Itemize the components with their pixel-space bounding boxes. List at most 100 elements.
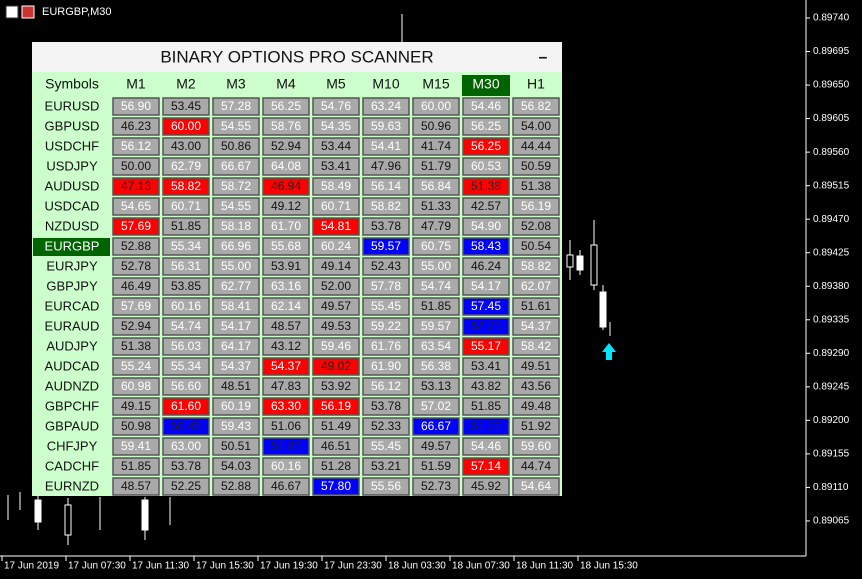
cell[interactable]	[512, 137, 560, 156]
cell[interactable]	[162, 337, 210, 356]
cell[interactable]	[162, 257, 210, 276]
cell[interactable]	[512, 157, 560, 176]
symbol-label[interactable]: USDJPY	[46, 158, 98, 173]
cell[interactable]	[512, 477, 560, 496]
symbol-label[interactable]: GBPAUD	[45, 418, 99, 433]
cell[interactable]	[162, 157, 210, 176]
cell[interactable]	[162, 437, 210, 456]
cell[interactable]	[362, 117, 410, 136]
cell[interactable]	[262, 157, 310, 176]
cell[interactable]	[262, 257, 310, 276]
timeframe-header[interactable]: M2	[176, 76, 196, 92]
symbol-label[interactable]: EURJPY	[46, 258, 98, 273]
cell[interactable]	[212, 397, 260, 416]
cell[interactable]	[462, 397, 510, 416]
cell[interactable]	[262, 217, 310, 236]
cell[interactable]	[212, 357, 260, 376]
symbol-label[interactable]: USDCAD	[45, 198, 100, 213]
cell[interactable]	[112, 337, 160, 356]
cell[interactable]	[212, 117, 260, 136]
cell[interactable]	[112, 317, 160, 336]
cell[interactable]	[312, 117, 360, 136]
cell[interactable]	[262, 97, 310, 116]
cell[interactable]	[162, 177, 210, 196]
cell[interactable]	[362, 317, 410, 336]
cell[interactable]	[212, 337, 260, 356]
cell[interactable]	[312, 197, 360, 216]
cell[interactable]	[412, 137, 460, 156]
cell[interactable]	[412, 437, 460, 456]
cell[interactable]	[462, 177, 510, 196]
cell[interactable]	[262, 437, 310, 456]
cell[interactable]	[162, 217, 210, 236]
cell[interactable]	[262, 277, 310, 296]
cell[interactable]	[312, 277, 360, 296]
cell[interactable]	[412, 257, 460, 276]
cell[interactable]	[112, 117, 160, 136]
cell[interactable]	[512, 377, 560, 396]
cell[interactable]	[512, 317, 560, 336]
symbol-label[interactable]: AUDCAD	[45, 358, 100, 373]
cell[interactable]	[512, 197, 560, 216]
cell[interactable]	[262, 357, 310, 376]
cell[interactable]	[112, 357, 160, 376]
cell[interactable]	[212, 237, 260, 256]
cell[interactable]	[162, 197, 210, 216]
symbol-label[interactable]: EURCAD	[45, 298, 100, 313]
cell[interactable]	[112, 197, 160, 216]
cell[interactable]	[312, 217, 360, 236]
cell[interactable]	[362, 137, 410, 156]
cell[interactable]	[112, 157, 160, 176]
symbol-label[interactable]: CHFJPY	[47, 438, 98, 453]
cell[interactable]	[162, 377, 210, 396]
cell[interactable]	[212, 257, 260, 276]
cell[interactable]	[462, 97, 510, 116]
cell[interactable]	[362, 97, 410, 116]
cell[interactable]	[112, 277, 160, 296]
cell[interactable]	[262, 377, 310, 396]
minimize-button[interactable]: –	[539, 49, 548, 66]
cell[interactable]	[212, 97, 260, 116]
cell[interactable]	[162, 117, 210, 136]
symbol-label[interactable]: AUDNZD	[45, 378, 99, 393]
timeframe-header[interactable]: M15	[422, 76, 449, 92]
cell[interactable]	[162, 457, 210, 476]
cell[interactable]	[362, 157, 410, 176]
cell[interactable]	[412, 217, 460, 236]
cell[interactable]	[412, 477, 460, 496]
cell[interactable]	[512, 457, 560, 476]
symbol-label[interactable]: EURAUD	[45, 318, 100, 333]
cell[interactable]	[312, 457, 360, 476]
cell[interactable]	[412, 157, 460, 176]
cell[interactable]	[162, 417, 210, 436]
cell[interactable]	[512, 357, 560, 376]
cell[interactable]	[162, 357, 210, 376]
cell[interactable]	[212, 177, 260, 196]
cell[interactable]	[512, 337, 560, 356]
cell[interactable]	[512, 397, 560, 416]
cell[interactable]	[262, 237, 310, 256]
cell[interactable]	[462, 317, 510, 336]
cell[interactable]	[262, 397, 310, 416]
cell[interactable]	[312, 417, 360, 436]
cell[interactable]	[362, 257, 410, 276]
cell[interactable]	[262, 117, 310, 136]
cell[interactable]	[212, 157, 260, 176]
cell[interactable]	[412, 337, 460, 356]
cell[interactable]	[362, 277, 410, 296]
cell[interactable]	[112, 237, 160, 256]
cell[interactable]	[262, 457, 310, 476]
cell[interactable]	[362, 457, 410, 476]
cell[interactable]	[412, 397, 460, 416]
cell[interactable]	[262, 317, 310, 336]
cell[interactable]	[212, 297, 260, 316]
symbol-label[interactable]: NZDUSD	[45, 218, 99, 233]
cell[interactable]	[512, 417, 560, 436]
cell[interactable]	[462, 337, 510, 356]
symbol-label[interactable]: GBPJPY	[46, 278, 98, 293]
cell[interactable]	[212, 437, 260, 456]
cell[interactable]	[312, 297, 360, 316]
symbol-label[interactable]: EURNZD	[45, 478, 99, 493]
cell[interactable]	[112, 437, 160, 456]
cell[interactable]	[162, 237, 210, 256]
